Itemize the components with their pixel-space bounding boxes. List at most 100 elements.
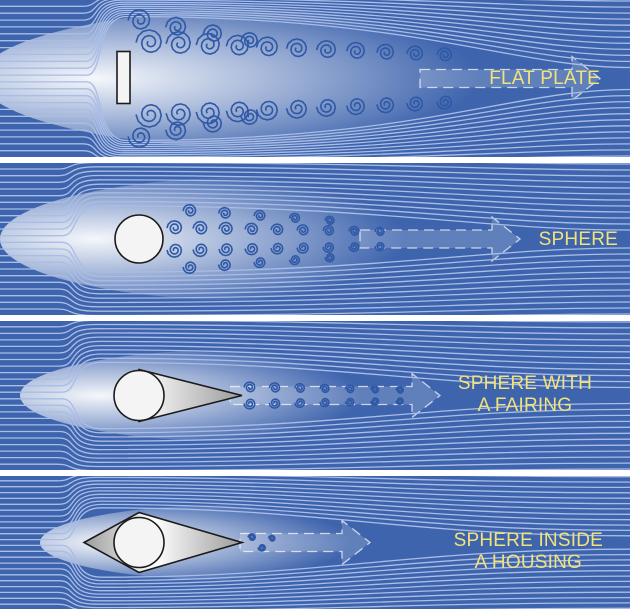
streamline	[0, 163, 630, 171]
vortex-curl	[217, 259, 232, 272]
vortex-curl	[319, 383, 330, 394]
vortex-curl	[192, 220, 208, 235]
streamline	[0, 596, 630, 609]
vortex-curl	[436, 95, 453, 110]
vortex-curl	[244, 242, 259, 256]
sphere-inside-housing-shape	[82, 511, 245, 574]
streamline	[0, 122, 630, 154]
streamline	[0, 149, 630, 157]
vortex-curl	[225, 101, 250, 123]
vortex-curl	[406, 45, 424, 61]
streamline	[0, 357, 630, 387]
streamline	[0, 166, 630, 177]
vortex-curl	[240, 109, 259, 126]
streamline	[0, 200, 630, 230]
vortex-curl	[345, 41, 366, 60]
vortex-curl	[374, 241, 385, 252]
streamline	[0, 9, 630, 56]
vortex-curl	[288, 254, 301, 266]
streamline	[0, 281, 630, 299]
label-sphere: SPHERE	[538, 229, 618, 250]
streamline	[0, 443, 630, 459]
streamline	[0, 602, 630, 609]
vortex-curl	[127, 127, 151, 149]
label-sphere-with-fairing: SPHERE WITH A FAIRING	[457, 373, 592, 416]
vortex-curl	[255, 100, 279, 121]
streamline	[0, 483, 630, 500]
vortex-curl	[192, 243, 208, 258]
streamline	[0, 476, 630, 489]
streamline	[0, 456, 630, 468]
vortex-curl	[285, 38, 308, 58]
streamline	[0, 5, 630, 42]
streamline	[0, 321, 630, 329]
vortex-curl	[293, 397, 306, 409]
streamline	[0, 301, 630, 312]
streamline	[0, 344, 630, 367]
streamline	[0, 562, 630, 588]
streamline	[0, 430, 630, 451]
streamline	[0, 192, 630, 217]
vortex-curl	[240, 31, 259, 48]
panel-flat-plate: FLAT PLATE	[0, 0, 630, 157]
streamline	[0, 155, 630, 157]
streamlines	[0, 163, 630, 315]
vortex-curl	[296, 224, 309, 236]
label-flat-plate: FLAT PLATE	[489, 68, 600, 89]
streamline	[0, 476, 630, 483]
streamline	[0, 574, 630, 595]
vortex-curl	[165, 103, 192, 127]
streamline	[0, 81, 630, 142]
vortex-curl	[436, 47, 453, 62]
streamlines	[0, 321, 630, 470]
streamline	[0, 493, 630, 517]
vortex-curl	[218, 221, 233, 235]
streamline	[0, 353, 630, 380]
streamline	[0, 0, 630, 8]
vortex-curl	[135, 29, 163, 54]
streamline	[0, 261, 630, 286]
vortex-curl	[406, 96, 424, 112]
streamline	[0, 490, 630, 511]
panel-sphere-inside-housing: SPHERE INSIDE A HOUSING	[0, 476, 630, 609]
vortex-curl	[288, 212, 301, 224]
vortex-curl	[348, 225, 360, 236]
vortex-curl	[344, 384, 355, 394]
streamline	[0, 205, 630, 237]
streamline	[0, 248, 630, 278]
streamline	[0, 174, 630, 190]
streamline	[0, 295, 630, 308]
streamline	[0, 550, 630, 582]
streamline	[0, 411, 630, 438]
vortex-curl	[369, 385, 380, 394]
flow-diagram-flat-plate	[0, 0, 630, 157]
flow-direction-arrow	[229, 372, 442, 419]
vortex-curl	[166, 243, 183, 259]
vortex-curl	[135, 103, 163, 128]
streamline	[0, 417, 630, 442]
streamline	[0, 585, 630, 602]
streamline	[0, 108, 630, 150]
streamline	[0, 187, 630, 210]
vortex-curl	[253, 257, 266, 269]
vortex-curl	[243, 381, 256, 393]
streamline	[0, 88, 630, 144]
sphere-with-fairing-shape	[113, 368, 243, 423]
vortex-curl	[376, 43, 395, 60]
streamline	[0, 170, 630, 183]
panel-sphere-with-fairing: SPHERE WITH A FAIRING	[0, 321, 630, 470]
streamline	[0, 404, 630, 434]
streamline	[0, 307, 630, 315]
streamline	[0, 95, 630, 146]
streamlines	[0, 476, 630, 609]
vortex-curl	[217, 206, 232, 219]
vortex-curl	[293, 382, 306, 394]
vortex-curl	[257, 543, 267, 552]
streamline	[0, 507, 630, 541]
vortex-curl	[369, 397, 380, 406]
streamline	[0, 340, 630, 361]
streamline	[0, 591, 630, 605]
streamline	[0, 580, 630, 599]
streamline	[0, 437, 630, 455]
